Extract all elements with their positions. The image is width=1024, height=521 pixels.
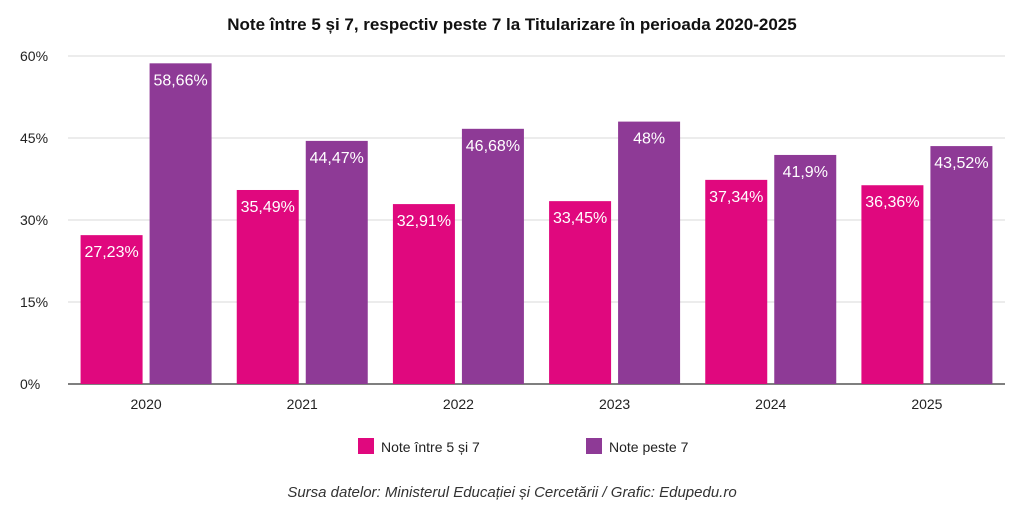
- bar-layer: [80, 63, 993, 385]
- data-label: 36,36%: [865, 194, 919, 211]
- data-label: 32,91%: [397, 213, 451, 230]
- y-tick-label: 60%: [20, 48, 48, 64]
- legend-swatch-note-peste-7: [586, 438, 602, 454]
- x-tick-label: 2021: [287, 396, 318, 412]
- chart-title: Note între 5 și 7, respectiv peste 7 la …: [227, 15, 796, 34]
- bar-note-peste-7-2024: [774, 154, 837, 384]
- bar-note-5-7-2024: [705, 179, 768, 384]
- bar-note-peste-7-2021: [305, 140, 368, 384]
- y-tick-label: 30%: [20, 212, 48, 228]
- data-label: 43,52%: [934, 155, 988, 172]
- data-label: 44,47%: [310, 150, 364, 167]
- bar-note-peste-7-2022: [461, 128, 524, 384]
- bar-note-peste-7-2025: [930, 146, 993, 384]
- data-label: 48%: [633, 131, 665, 148]
- y-tick-label: 15%: [20, 294, 48, 310]
- x-tick-label: 2022: [443, 396, 474, 412]
- data-label: 46,68%: [466, 138, 520, 155]
- data-label: 33,45%: [553, 210, 607, 227]
- y-tick-label: 0%: [20, 376, 40, 392]
- x-tick-label: 2023: [599, 396, 630, 412]
- bar-note-peste-7-2020: [149, 63, 212, 385]
- legend-label-note-5-7: Note între 5 și 7: [381, 439, 480, 455]
- bar-note-5-7-2025: [861, 185, 924, 384]
- bar-note-5-7-2020: [80, 235, 143, 384]
- data-label: 27,23%: [84, 244, 138, 261]
- source-note: Sursa datelor: Ministerul Educației și C…: [287, 484, 736, 501]
- bar-note-5-7-2022: [392, 204, 455, 384]
- x-tick-label: 2020: [131, 396, 162, 412]
- label-layer: 27,23% 58,66% 35,49% 44,47% 32,91% 46,68% 33,4…: [84, 72, 988, 261]
- data-label: 35,49%: [241, 199, 295, 216]
- grid-layer: 0% 15% 30% 45% 60%: [20, 48, 1005, 392]
- bar-note-5-7-2021: [236, 189, 299, 384]
- data-label: 41,9%: [783, 164, 828, 181]
- x-axis-ticks: 2020 2021 2022 2023 2024 2025: [131, 396, 943, 412]
- legend-swatch-note-5-7: [358, 438, 374, 454]
- data-label: 58,66%: [153, 72, 207, 89]
- legend: Note între 5 și 7 Note peste 7: [358, 438, 689, 455]
- y-tick-label: 45%: [20, 130, 48, 146]
- x-tick-label: 2025: [911, 396, 942, 412]
- legend-label-note-peste-7: Note peste 7: [609, 439, 689, 455]
- data-label: 37,34%: [709, 189, 763, 206]
- x-tick-label: 2024: [755, 396, 786, 412]
- bar-note-peste-7-2023: [618, 121, 681, 384]
- bar-note-5-7-2023: [549, 201, 612, 384]
